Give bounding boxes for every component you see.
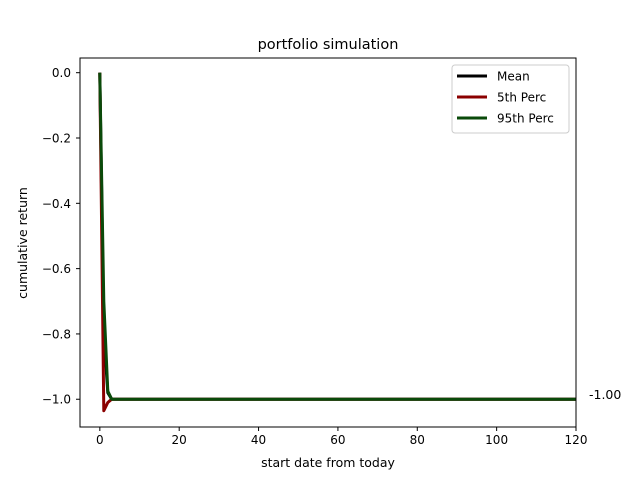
x-tick-label: 100: [485, 433, 508, 447]
y-tick-label: −0.4: [42, 197, 71, 211]
x-tick-label: 80: [410, 433, 425, 447]
legend-label: 5th Perc: [497, 91, 546, 105]
x-axis-label: start date from today: [261, 455, 395, 470]
y-tick-label: −0.2: [42, 132, 71, 146]
x-tick-label: 120: [565, 433, 588, 447]
legend-label: Mean: [497, 70, 530, 84]
series-line-3: [98, 72, 576, 401]
y-axis-label: cumulative return: [15, 187, 30, 299]
y-tick-label: −0.6: [42, 262, 71, 276]
end-value-annotation: -1.00: [589, 387, 621, 402]
legend-label: 95th Perc: [497, 112, 554, 126]
series-layer: [98, 72, 576, 413]
x-tick-label: 60: [330, 433, 345, 447]
legend-box: [451, 64, 570, 134]
legend: Mean 5th Perc 95th Perc: [451, 64, 570, 134]
x-tick-label: 0: [96, 433, 104, 447]
y-tick-label: −1.0: [42, 393, 71, 407]
plot-frame: [79, 57, 577, 428]
x-tick-label: 20: [172, 433, 187, 447]
y-tick-label: −0.8: [42, 327, 71, 341]
chart-title: portfolio simulation: [258, 37, 399, 53]
x-tick-label: 40: [251, 433, 266, 447]
y-tick-label: 0.0: [52, 66, 71, 80]
axis-ticks: 0 20 40 60 80 100 120 0.0 −0.2 −0.4 −0.6 −0.8 −1.0: [42, 66, 588, 447]
